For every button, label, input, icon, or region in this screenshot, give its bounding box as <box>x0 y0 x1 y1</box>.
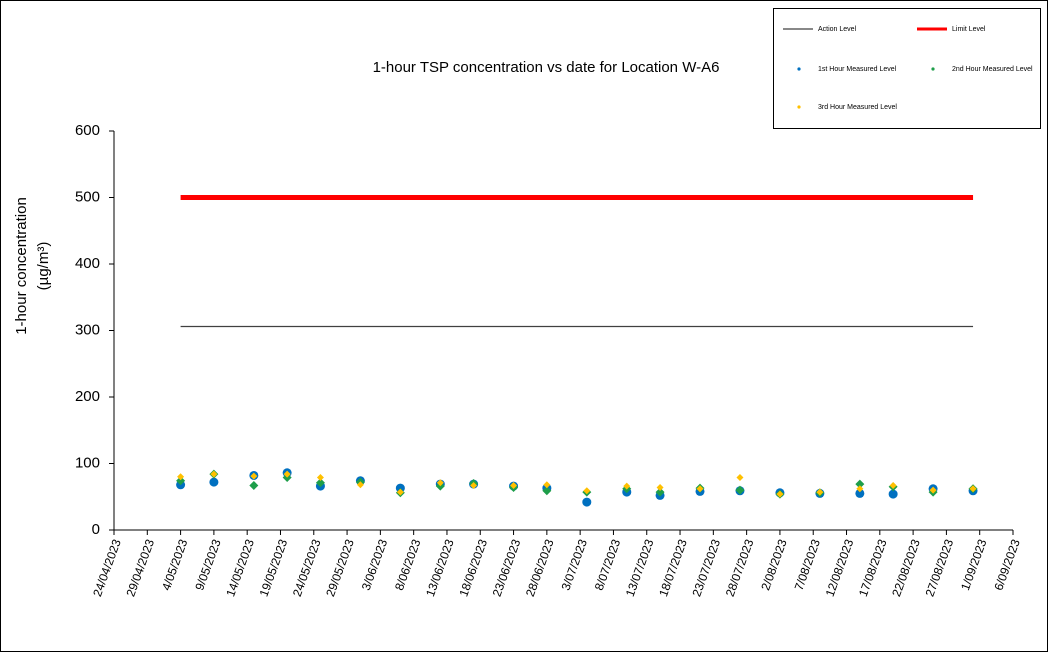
legend-label: 3rd Hour Measured Level <box>818 104 897 111</box>
point <box>582 497 592 507</box>
point <box>888 489 898 499</box>
point <box>855 488 865 498</box>
legend-label: 2nd Hour Measured Level <box>952 66 1033 73</box>
point <box>510 481 518 489</box>
y-tick-label: 0 <box>92 521 100 538</box>
point <box>583 487 591 495</box>
point <box>283 470 291 478</box>
legend-label: Limit Level <box>952 26 986 33</box>
y-tick-label: 200 <box>75 388 100 405</box>
legend-label: 1st Hour Measured Level <box>818 66 897 73</box>
point <box>736 473 744 481</box>
point <box>889 481 897 489</box>
point <box>969 485 977 493</box>
point <box>542 486 552 496</box>
point <box>209 477 219 487</box>
point <box>249 480 259 490</box>
y-tick-label: 600 <box>75 122 100 139</box>
y-axis-label: (µg/m³) <box>35 242 52 291</box>
legend-swatch <box>931 67 935 71</box>
legend-swatch <box>797 105 801 109</box>
legend-label: Action Level <box>818 26 857 33</box>
point <box>929 486 937 494</box>
point <box>735 485 745 495</box>
legend-box <box>773 8 1041 129</box>
point <box>856 485 864 493</box>
point <box>470 481 478 489</box>
point <box>436 479 444 487</box>
point <box>543 481 551 489</box>
point <box>396 488 404 496</box>
point <box>315 478 325 488</box>
point <box>696 485 704 493</box>
point <box>395 483 405 493</box>
point <box>250 472 258 480</box>
y-axis-label: 1-hour concentration <box>13 197 30 335</box>
point <box>776 490 784 498</box>
y-tick-label: 400 <box>75 255 100 272</box>
point <box>210 470 218 478</box>
point <box>356 481 364 489</box>
point <box>316 473 324 481</box>
y-tick-label: 100 <box>75 454 100 471</box>
point <box>855 479 865 489</box>
point <box>656 483 664 491</box>
point <box>176 476 186 486</box>
legend-swatch <box>797 67 801 71</box>
y-tick-label: 500 <box>75 188 100 205</box>
point <box>816 488 824 496</box>
point <box>623 482 631 490</box>
point <box>655 487 665 497</box>
point <box>177 473 185 481</box>
chart-title: 1-hour TSP concentration vs date for Loc… <box>373 59 720 76</box>
y-tick-label: 300 <box>75 321 100 338</box>
